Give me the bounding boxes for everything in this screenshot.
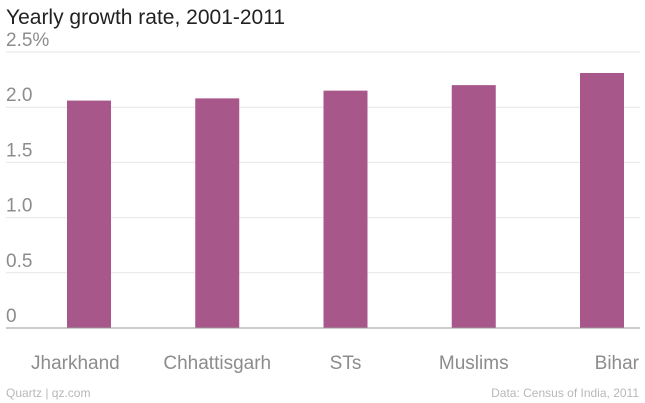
y-tick-label: 2.0: [6, 85, 32, 106]
y-tick-label: 2.5%: [6, 30, 49, 51]
bar-sts: [323, 90, 368, 328]
x-tick-label: Chhattisgarh: [163, 353, 271, 374]
chart-title: Yearly growth rate, 2001-2011: [6, 6, 286, 29]
bar-bihar: [580, 72, 624, 328]
x-tick-label: Muslims: [439, 353, 509, 374]
y-tick-label: 1.5: [6, 140, 32, 161]
y-tick-label: 0.5: [6, 251, 32, 272]
bar-muslims: [451, 85, 496, 329]
bar-jharkhand: [67, 100, 111, 329]
bar-chhattisgarh: [195, 98, 240, 328]
y-axis-ticks: 0 0.5 1.0 1.5 2.0 2.5%: [6, 30, 49, 327]
footer-credit: Data: Census of India, 2011: [491, 386, 639, 400]
x-tick-label: Jharkhand: [31, 353, 120, 374]
x-axis-ticks: Jharkhand Chhattisgarh STs Muslims Bihar: [31, 353, 640, 374]
y-tick-label: 0: [6, 306, 17, 327]
y-tick-label: 1.0: [6, 196, 32, 217]
x-tick-label: STs: [330, 353, 362, 374]
gridlines: [6, 51, 640, 274]
footer-source: Quartz | qz.com: [6, 386, 91, 400]
bars: [67, 72, 624, 329]
x-tick-label: Bihar: [595, 353, 640, 374]
